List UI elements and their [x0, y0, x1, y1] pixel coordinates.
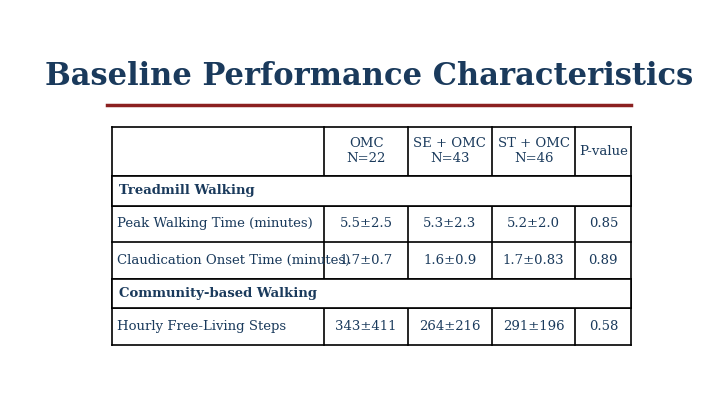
Text: 343±411: 343±411: [336, 320, 397, 333]
Text: 5.3±2.3: 5.3±2.3: [423, 217, 477, 230]
Text: SE + OMC
N=43: SE + OMC N=43: [413, 137, 486, 165]
Text: ST + OMC
N=46: ST + OMC N=46: [498, 137, 570, 165]
Text: 264±216: 264±216: [419, 320, 481, 333]
Text: Claudication Onset Time (minutes): Claudication Onset Time (minutes): [117, 254, 350, 267]
Text: 0.85: 0.85: [589, 217, 618, 230]
Text: OMC
N=22: OMC N=22: [346, 137, 386, 165]
Bar: [112, 279, 631, 309]
Text: Baseline Performance Characteristics: Baseline Performance Characteristics: [45, 61, 693, 92]
Text: 1.6±0.9: 1.6±0.9: [423, 254, 477, 267]
Text: Community-based Walking: Community-based Walking: [119, 287, 317, 300]
Text: P-value: P-value: [579, 145, 628, 158]
Text: Hourly Free-Living Steps: Hourly Free-Living Steps: [117, 320, 286, 333]
Text: 0.58: 0.58: [589, 320, 618, 333]
Bar: [112, 176, 631, 206]
Text: 5.2±2.0: 5.2±2.0: [507, 217, 560, 230]
Text: 1.7±0.83: 1.7±0.83: [503, 254, 564, 267]
Text: 1.7±0.7: 1.7±0.7: [340, 254, 393, 267]
Text: 291±196: 291±196: [503, 320, 564, 333]
Text: 0.89: 0.89: [589, 254, 618, 267]
Text: Treadmill Walking: Treadmill Walking: [119, 184, 255, 197]
Text: 5.5±2.5: 5.5±2.5: [340, 217, 392, 230]
Text: Peak Walking Time (minutes): Peak Walking Time (minutes): [117, 217, 312, 230]
